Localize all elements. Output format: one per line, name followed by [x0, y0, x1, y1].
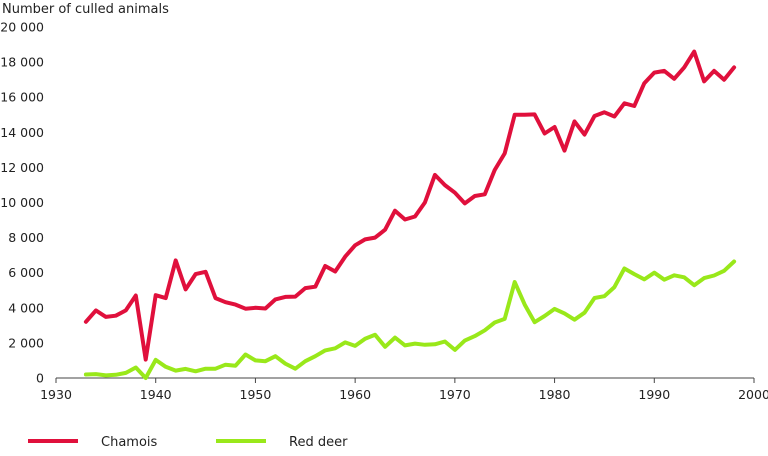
y-tick-label: 12 000 — [0, 160, 44, 175]
y-tick-label: 14 000 — [0, 125, 44, 140]
x-tick-label: 1950 — [240, 387, 272, 402]
x-tick-label: 1930 — [40, 387, 72, 402]
y-tick-label: 4 000 — [8, 300, 44, 315]
x-tick-label: 1940 — [140, 387, 172, 402]
legend: Chamois Red deer — [28, 435, 348, 450]
x-tick-label: 1960 — [339, 387, 371, 402]
x-tick-label: 1990 — [638, 387, 670, 402]
y-tick-label: 2 000 — [8, 335, 44, 350]
y-tick-label: 8 000 — [8, 230, 44, 245]
series-lines — [83, 49, 737, 380]
chamois-legend-label: Chamois — [101, 435, 158, 450]
y-tick-label: 20 000 — [0, 20, 44, 35]
x-tick-label: 1970 — [439, 387, 471, 402]
y-axis-ticks: 0 2 000 4 000 6 000 8 000 10 000 12 000 14 000 1… — [0, 20, 44, 386]
x-tick-label: 1980 — [539, 387, 571, 402]
y-tick-label: 16 000 — [0, 90, 44, 105]
y-tick-label: 6 000 — [8, 265, 44, 280]
y-tick-label: 18 000 — [0, 55, 44, 70]
red-deer-legend-label: Red deer — [289, 435, 348, 450]
red-deer-series-line — [83, 259, 737, 380]
x-axis-ticks: 1930 1940 1950 1960 1970 1980 1990 2000 — [40, 378, 768, 402]
y-tick-label: 0 — [36, 371, 44, 386]
y-tick-label: 10 000 — [0, 195, 44, 210]
chamois-series-line — [83, 49, 737, 362]
x-tick-label: 2000 — [738, 387, 768, 402]
y-axis-label: Number of culled animals — [2, 2, 169, 17]
